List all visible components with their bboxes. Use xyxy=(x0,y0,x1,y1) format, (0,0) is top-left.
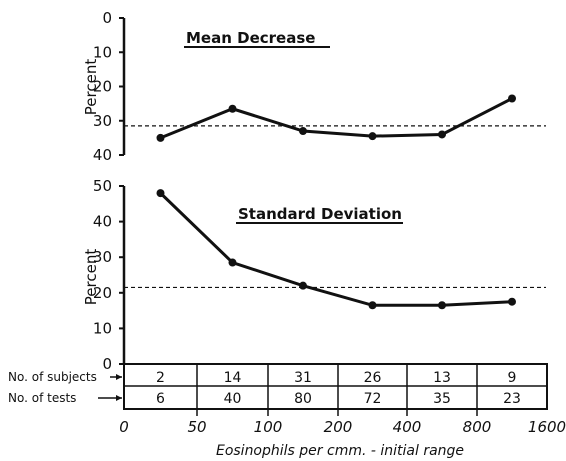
table-cell: 13 xyxy=(433,370,451,386)
standard-deviation-panel: 0 10 20 30 40 50 Percent Standard Deviation xyxy=(82,177,546,373)
standard-deviation-y-tick-label: 20 xyxy=(93,284,112,302)
x-tick-label: 1600 xyxy=(528,418,566,436)
x-tick-label: 100 xyxy=(254,418,283,436)
table-cell: 6 xyxy=(156,391,165,407)
standard-deviation-data-point xyxy=(228,258,237,267)
table-cell: 23 xyxy=(503,391,521,407)
standard-deviation-y-tick-label: 10 xyxy=(93,319,112,337)
mean-decrease-data-point xyxy=(438,130,446,139)
standard-deviation-data-point xyxy=(299,281,307,290)
table-cell: 26 xyxy=(364,370,382,386)
x-tick-label: 800 xyxy=(463,418,492,436)
table-cell: 35 xyxy=(433,391,451,407)
x-axis-title: Eosinophils per cmm. - initial range xyxy=(216,443,464,459)
table-cell: 14 xyxy=(224,370,242,386)
standard-deviation-data-point xyxy=(508,297,516,306)
table-cell: 80 xyxy=(294,391,312,407)
counts-table: 2 14 31 26 13 9 6 40 80 72 35 23 No. of subjects No… xyxy=(8,363,548,416)
x-tick-label: 200 xyxy=(324,418,353,436)
table-cell: 9 xyxy=(508,370,517,386)
x-tick-label: 0 xyxy=(119,418,129,436)
x-axis-ticks: 0 50 100 200 400 800 1600 xyxy=(119,418,566,436)
table-row-label-tests: No. of tests xyxy=(8,391,122,405)
standard-deviation-data-point xyxy=(156,189,165,198)
standard-deviation-title: Standard Deviation xyxy=(238,205,402,223)
table-cell: 72 xyxy=(364,391,382,407)
table-cell: 31 xyxy=(294,370,312,386)
standard-deviation-y-tick-label: 0 xyxy=(102,355,112,373)
mean-decrease-data-point xyxy=(228,104,237,113)
standard-deviation-series-line xyxy=(159,192,513,307)
x-tick-label: 400 xyxy=(393,418,422,436)
table-cell: 40 xyxy=(224,391,242,407)
standard-deviation-y-tick-label: 40 xyxy=(93,213,112,231)
row-label-subjects: No. of subjects xyxy=(8,370,97,384)
mean-decrease-panel: 0 10 20 30 40 Percent Mean Decrease xyxy=(82,9,546,164)
standard-deviation-data-point xyxy=(368,301,377,310)
mean-decrease-y-tick-label: 10 xyxy=(93,43,112,61)
mean-decrease-data-point xyxy=(368,132,377,141)
row-arrowhead-tests xyxy=(116,395,122,401)
mean-decrease-data-point xyxy=(156,133,165,142)
standard-deviation-y-label: Percent xyxy=(82,249,100,306)
x-tick-label: 50 xyxy=(187,418,206,436)
mean-decrease-series-line xyxy=(159,97,513,140)
mean-decrease-y-tick-label: 30 xyxy=(93,112,112,130)
row-label-tests: No. of tests xyxy=(8,391,76,405)
table-cell: 2 xyxy=(156,370,165,386)
standard-deviation-data-point xyxy=(438,301,446,310)
mean-decrease-title: Mean Decrease xyxy=(186,29,315,47)
mean-decrease-y-tick-label: 0 xyxy=(102,9,112,27)
standard-deviation-y-tick-label: 30 xyxy=(93,248,112,266)
table-row-label-subjects: No. of subjects xyxy=(8,370,122,384)
row-arrowhead-subjects xyxy=(116,374,122,380)
standard-deviation-y-tick-label: 50 xyxy=(93,177,112,195)
mean-decrease-data-point xyxy=(508,94,516,103)
mean-decrease-y-tick-label: 40 xyxy=(93,146,112,164)
mean-decrease-y-tick-label: 20 xyxy=(93,78,112,96)
mean-decrease-data-point xyxy=(299,127,307,136)
mean-decrease-y-label: Percent xyxy=(82,59,100,116)
